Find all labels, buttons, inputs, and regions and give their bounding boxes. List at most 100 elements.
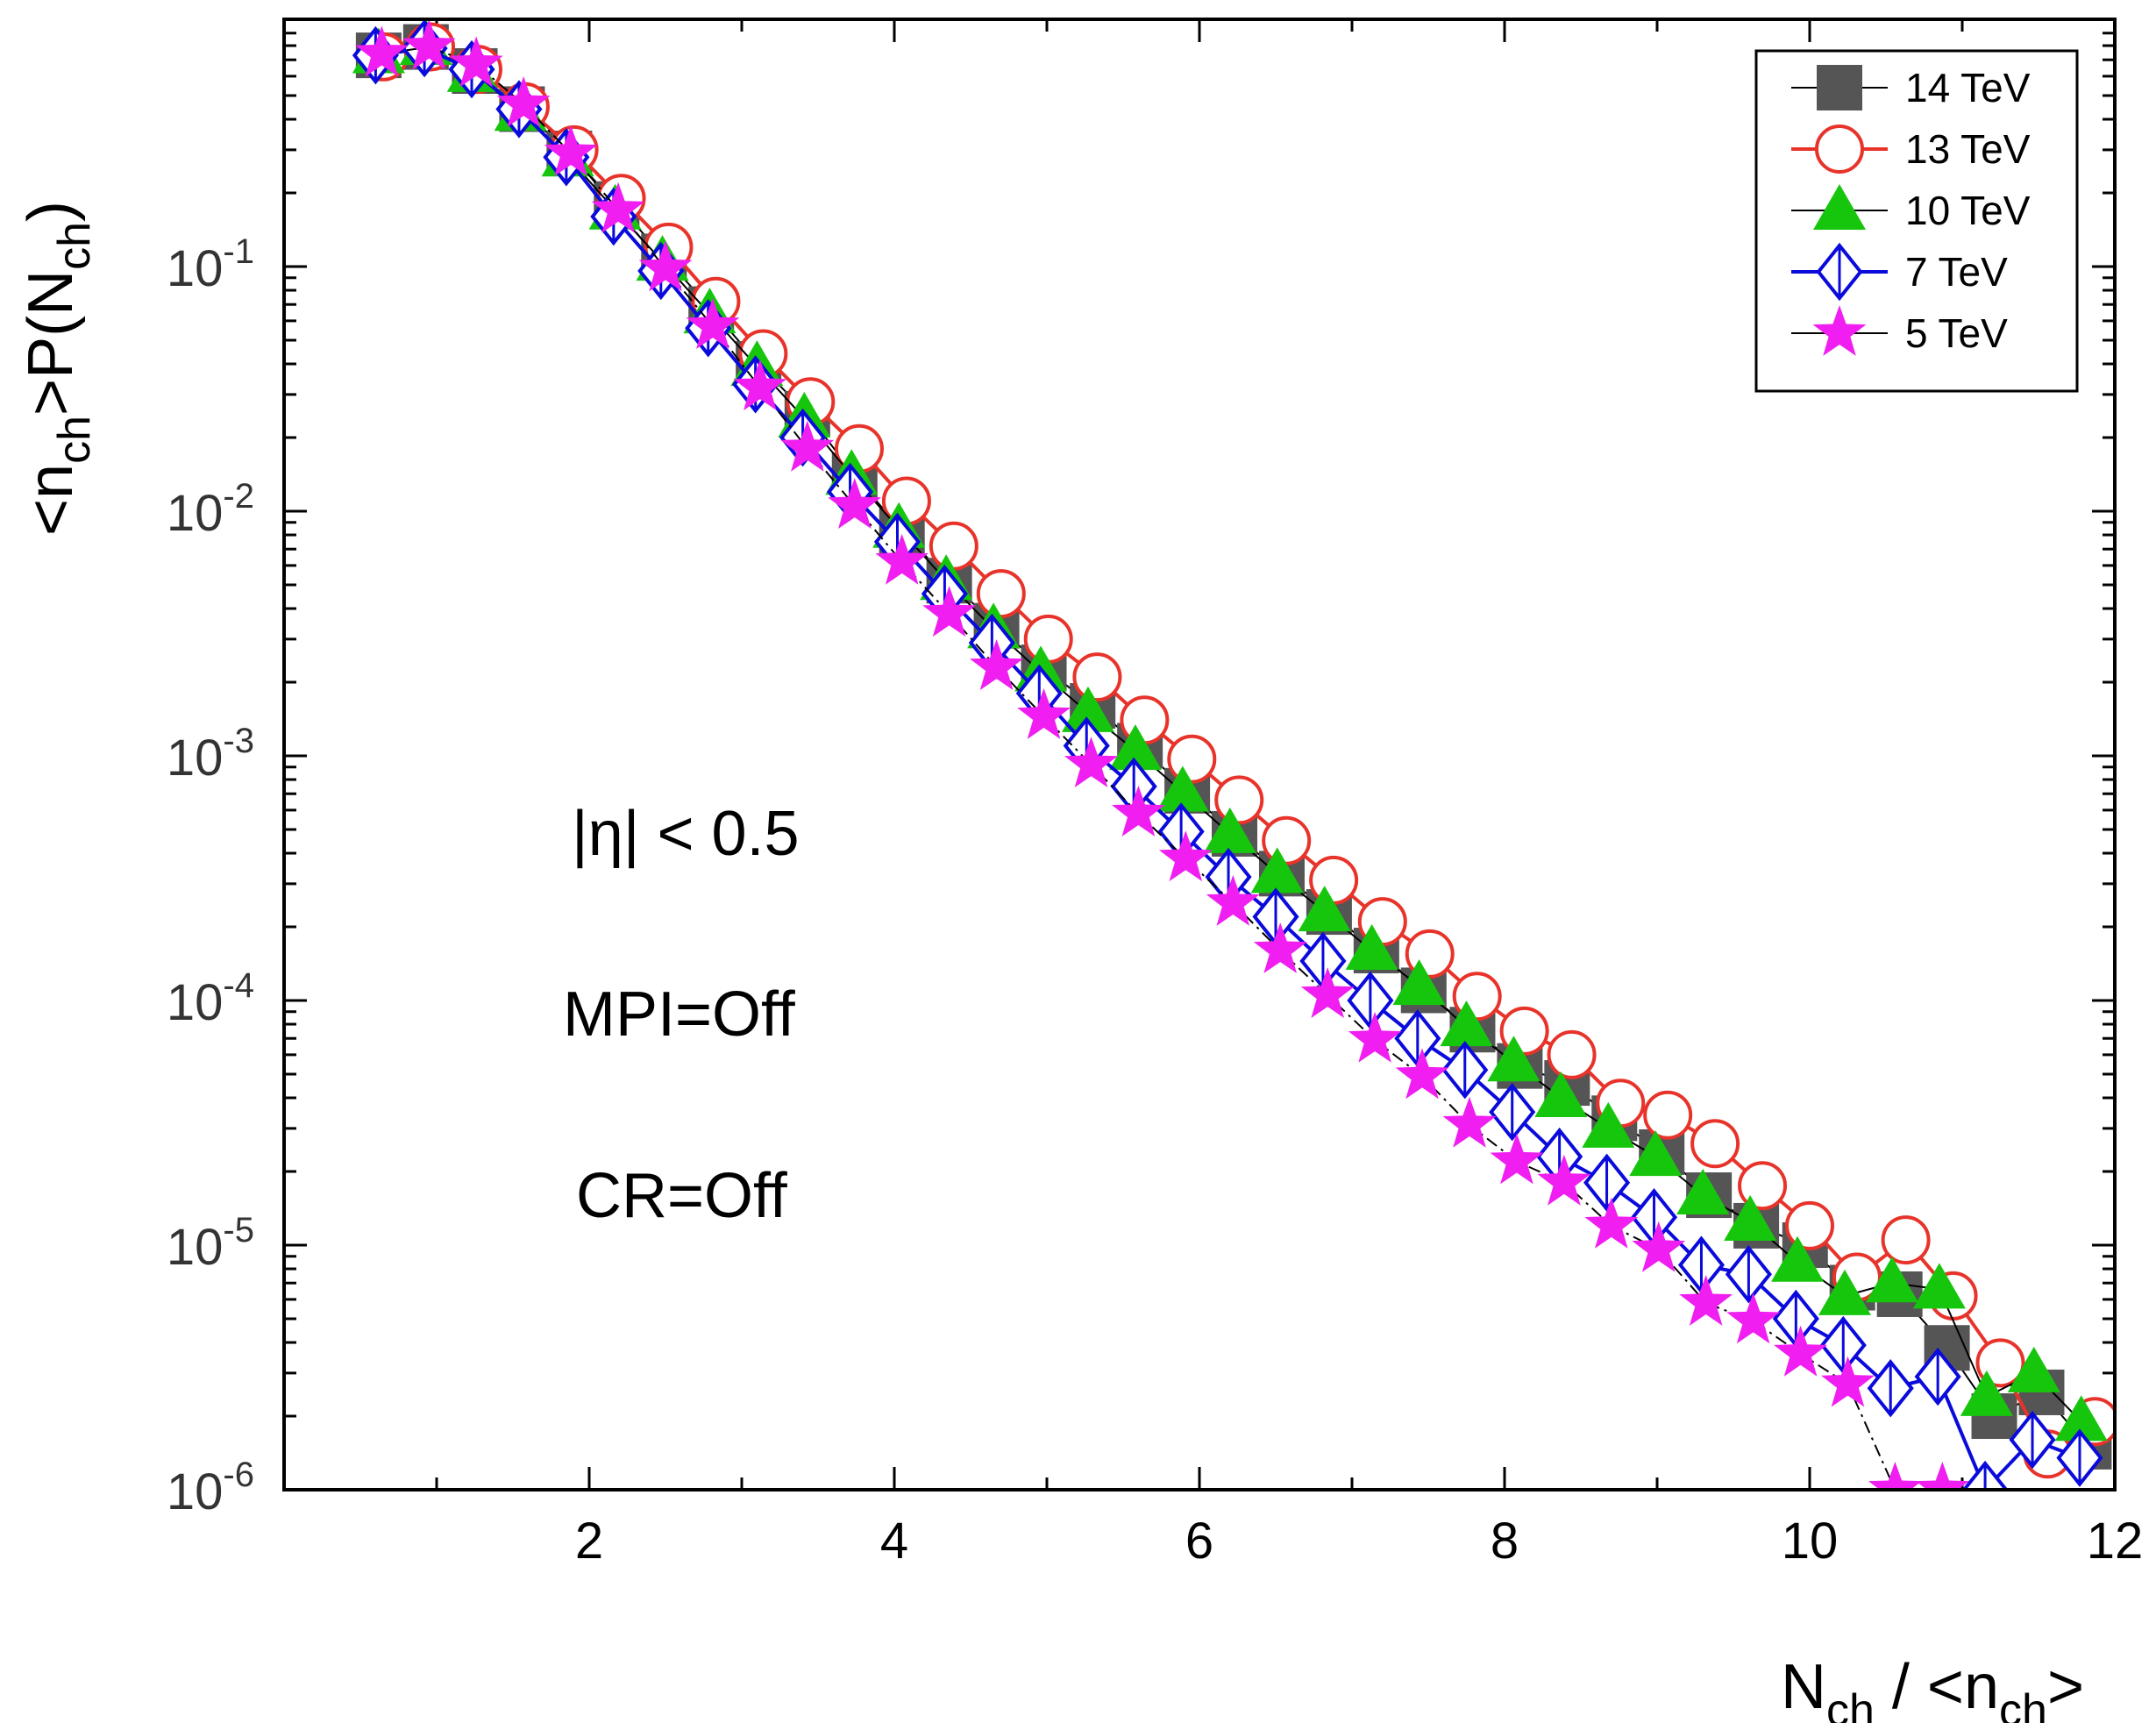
data-point-10-tev bbox=[1250, 847, 1304, 894]
axis-ticks bbox=[284, 19, 2115, 1492]
data-point-5-tev bbox=[1206, 875, 1260, 926]
data-point-5-tev bbox=[1442, 1096, 1497, 1148]
data-point-13-tev bbox=[1547, 1029, 1597, 1079]
x-tick-label: 8 bbox=[1491, 1513, 1519, 1570]
data-point-13-tev bbox=[1643, 1090, 1693, 1140]
y-tick-label: 10-6 bbox=[167, 1456, 254, 1520]
data-point-7-tev bbox=[1441, 1041, 1489, 1100]
data-point-5-tev bbox=[875, 533, 929, 585]
annotation-mpi: MPI=Off bbox=[563, 979, 796, 1050]
data-point-13-tev bbox=[929, 521, 978, 571]
data-point-5-tev bbox=[449, 36, 503, 88]
data-point-5-tev bbox=[638, 240, 693, 292]
data-point-10-tev bbox=[1629, 1130, 1683, 1177]
data-point-10-tev bbox=[1960, 1370, 2013, 1416]
x-tick-label: 2 bbox=[575, 1513, 603, 1570]
x-tick-label: 6 bbox=[1185, 1513, 1213, 1570]
data-point-5-tev bbox=[828, 478, 882, 529]
annotation-eta: |η| < 0.5 bbox=[572, 799, 800, 869]
data-point-5-tev bbox=[496, 76, 551, 127]
data-point-10-tev bbox=[1865, 1257, 1918, 1303]
data-point-13-tev bbox=[1023, 614, 1073, 664]
data-point-5-tev bbox=[1348, 1012, 1402, 1063]
data-point-13-tev bbox=[1262, 815, 1312, 865]
legend-entry-14-tev: 14 TeV bbox=[1791, 65, 2031, 110]
data-point-10-tev bbox=[1203, 807, 1256, 853]
data-point-7-tev bbox=[1583, 1153, 1631, 1212]
data-point-10-tev bbox=[1108, 724, 1162, 771]
data-point-10-tev bbox=[1771, 1235, 1825, 1282]
data-point-10-tev bbox=[1724, 1194, 1777, 1241]
series-line-5-tev bbox=[381, 46, 1943, 1490]
legend-marker-13-tev bbox=[1815, 125, 1864, 174]
legend-marker-5-tev bbox=[1812, 305, 1867, 356]
data-point-10-tev bbox=[1912, 1263, 1966, 1309]
legend-label: 5 TeV bbox=[1905, 310, 2008, 356]
data-point-5-tev bbox=[1112, 786, 1165, 837]
data-point-5-tev bbox=[1158, 830, 1213, 882]
y-tick-labels: 10-1 10-2 10-3 10-4 10-5 10-6 bbox=[167, 232, 254, 1520]
data-point-13-tev bbox=[1167, 734, 1217, 784]
data-point-5-tev bbox=[733, 360, 787, 410]
data-point-5-tev bbox=[1537, 1154, 1591, 1206]
data-point-10-tev bbox=[1676, 1169, 1730, 1215]
data-point-13-tev bbox=[976, 569, 1026, 619]
legend-entry-13-tev: 13 TeV bbox=[1791, 125, 2031, 174]
plot-frame bbox=[282, 18, 2117, 1492]
legend-entry-10-tev: 10 TeV bbox=[1791, 184, 2031, 233]
data-point-10-tev bbox=[2054, 1395, 2108, 1442]
data-point-5-tev bbox=[1632, 1221, 1686, 1272]
legend-label: 10 TeV bbox=[1905, 188, 2031, 233]
data-point-5-tev bbox=[686, 298, 740, 349]
data-point-13-tev bbox=[1975, 1338, 2025, 1388]
legend-marker-10-tev bbox=[1813, 184, 1866, 230]
data-point-5-tev bbox=[354, 25, 409, 77]
y-tick-label: 10-4 bbox=[167, 966, 254, 1031]
data-point-13-tev bbox=[1120, 695, 1170, 745]
legend-label: 13 TeV bbox=[1905, 126, 2031, 172]
data-point-5-tev bbox=[1490, 1133, 1544, 1185]
data-point-10-tev bbox=[1487, 1036, 1541, 1082]
data-point-10-tev bbox=[1582, 1101, 1635, 1148]
x-tick-label: 12 bbox=[2087, 1513, 2144, 1570]
data-point-10-tev bbox=[1392, 959, 1446, 1006]
y-tick-label: 10-1 bbox=[167, 232, 254, 297]
data-point-5-tev bbox=[1821, 1356, 1875, 1407]
data-point-7-tev bbox=[1961, 1460, 2009, 1490]
data-point-7-tev bbox=[2056, 1428, 2103, 1487]
data-point-5-tev bbox=[1253, 922, 1307, 973]
data-point-5-tev bbox=[922, 586, 977, 637]
data-point-5-tev bbox=[970, 639, 1023, 690]
x-tick-label: 10 bbox=[1782, 1513, 1839, 1570]
legend-entry-5-tev: 5 TeV bbox=[1791, 305, 2008, 356]
data-point-10-tev bbox=[2007, 1346, 2060, 1392]
y-tick-label: 10-2 bbox=[167, 477, 254, 542]
data-point-7-tev bbox=[1489, 1083, 1536, 1142]
legend-entry-7-tev: 7 TeV bbox=[1791, 242, 2008, 302]
data-point-10-tev bbox=[1818, 1269, 1872, 1315]
data-point-5-tev bbox=[544, 125, 598, 176]
data-point-10-tev bbox=[1298, 886, 1351, 932]
x-axis-title: Nch / <nch> bbox=[1781, 1652, 2084, 1723]
data-point-5-tev bbox=[1915, 1462, 1969, 1490]
data-point-5-tev bbox=[1679, 1275, 1733, 1326]
data-point-13-tev bbox=[1881, 1215, 1931, 1265]
legend-marker-7-tev bbox=[1816, 242, 1863, 302]
data-point-13-tev bbox=[1309, 855, 1359, 905]
data-point-10-tev bbox=[1061, 686, 1114, 732]
data-point-5-tev bbox=[402, 19, 456, 70]
x-tick-label: 4 bbox=[880, 1513, 908, 1570]
data-point-5-tev bbox=[780, 420, 835, 472]
y-axis-title: <nch>P(Nch) bbox=[16, 201, 100, 536]
data-point-5-tev bbox=[1726, 1292, 1781, 1344]
x-tick-labels: 2 4 6 8 10 12 bbox=[575, 1513, 2143, 1570]
legend-label: 7 TeV bbox=[1905, 249, 2008, 295]
legend-marker-14-tev bbox=[1817, 65, 1862, 110]
series-5-tev bbox=[354, 19, 1969, 1490]
data-point-5-tev bbox=[1774, 1325, 1827, 1377]
data-point-13-tev bbox=[1785, 1200, 1834, 1250]
data-point-5-tev bbox=[1017, 688, 1071, 739]
data-point-10-tev bbox=[1345, 924, 1398, 971]
legend-entries: 14 TeV 13 TeV 10 TeV 7 TeV 5 TeV bbox=[1791, 65, 2031, 356]
series-layer bbox=[352, 19, 2115, 1490]
